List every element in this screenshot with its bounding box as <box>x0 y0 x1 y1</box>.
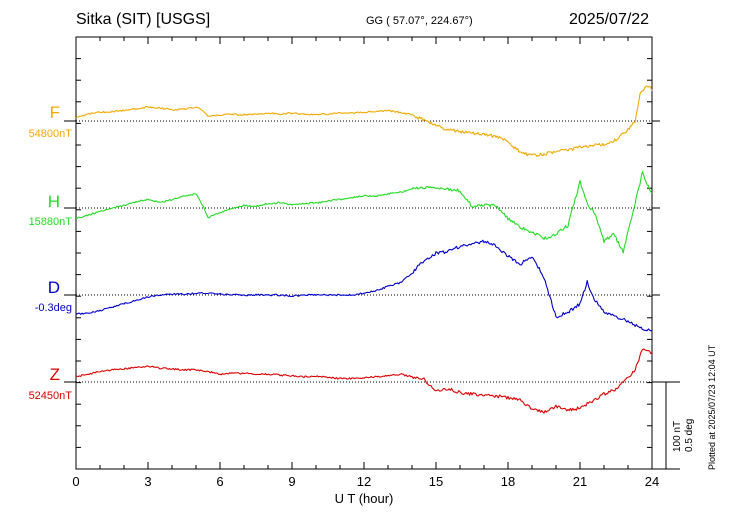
series-line-F <box>75 85 653 157</box>
station-title: Sitka (SIT) [USGS] <box>76 11 211 28</box>
x-axis-title: U T (hour) <box>335 491 394 506</box>
channel-letter-F: F <box>49 103 60 122</box>
channel-letter-H: H <box>47 192 60 211</box>
x-tick-label: 12 <box>357 474 371 489</box>
plotted-note: Plotted at 2025/07/23 12:04 UT <box>707 344 717 470</box>
x-tick-label: 9 <box>288 474 295 489</box>
x-tick-label: 6 <box>216 474 223 489</box>
x-tick-label: 24 <box>645 474 659 489</box>
x-tick-label: 18 <box>501 474 515 489</box>
channel-letter-D: D <box>47 278 60 297</box>
series-line-D <box>75 239 653 332</box>
scale-nt-label: 100 nT <box>672 420 683 452</box>
station-coords: GG ( 57.07°, 224.67°) <box>366 15 473 27</box>
channel-letter-Z: Z <box>49 365 60 384</box>
x-tick-label: 0 <box>72 474 79 489</box>
chart-date: 2025/07/22 <box>569 11 650 28</box>
channel-baseline-Z: 52450nT <box>28 390 72 402</box>
x-tick-label: 21 <box>573 474 587 489</box>
series-line-H <box>76 171 653 254</box>
plot-frame <box>75 36 653 470</box>
channel-baseline-D: -0.3deg <box>34 302 72 314</box>
series-line-Z <box>75 348 653 414</box>
channel-baseline-F: 54800nT <box>28 128 72 140</box>
x-tick-label: 15 <box>429 474 443 489</box>
x-tick-label: 3 <box>144 474 151 489</box>
channel-baseline-H: 15880nT <box>28 216 72 228</box>
scale-deg-label: 0.5 deg <box>684 418 695 452</box>
